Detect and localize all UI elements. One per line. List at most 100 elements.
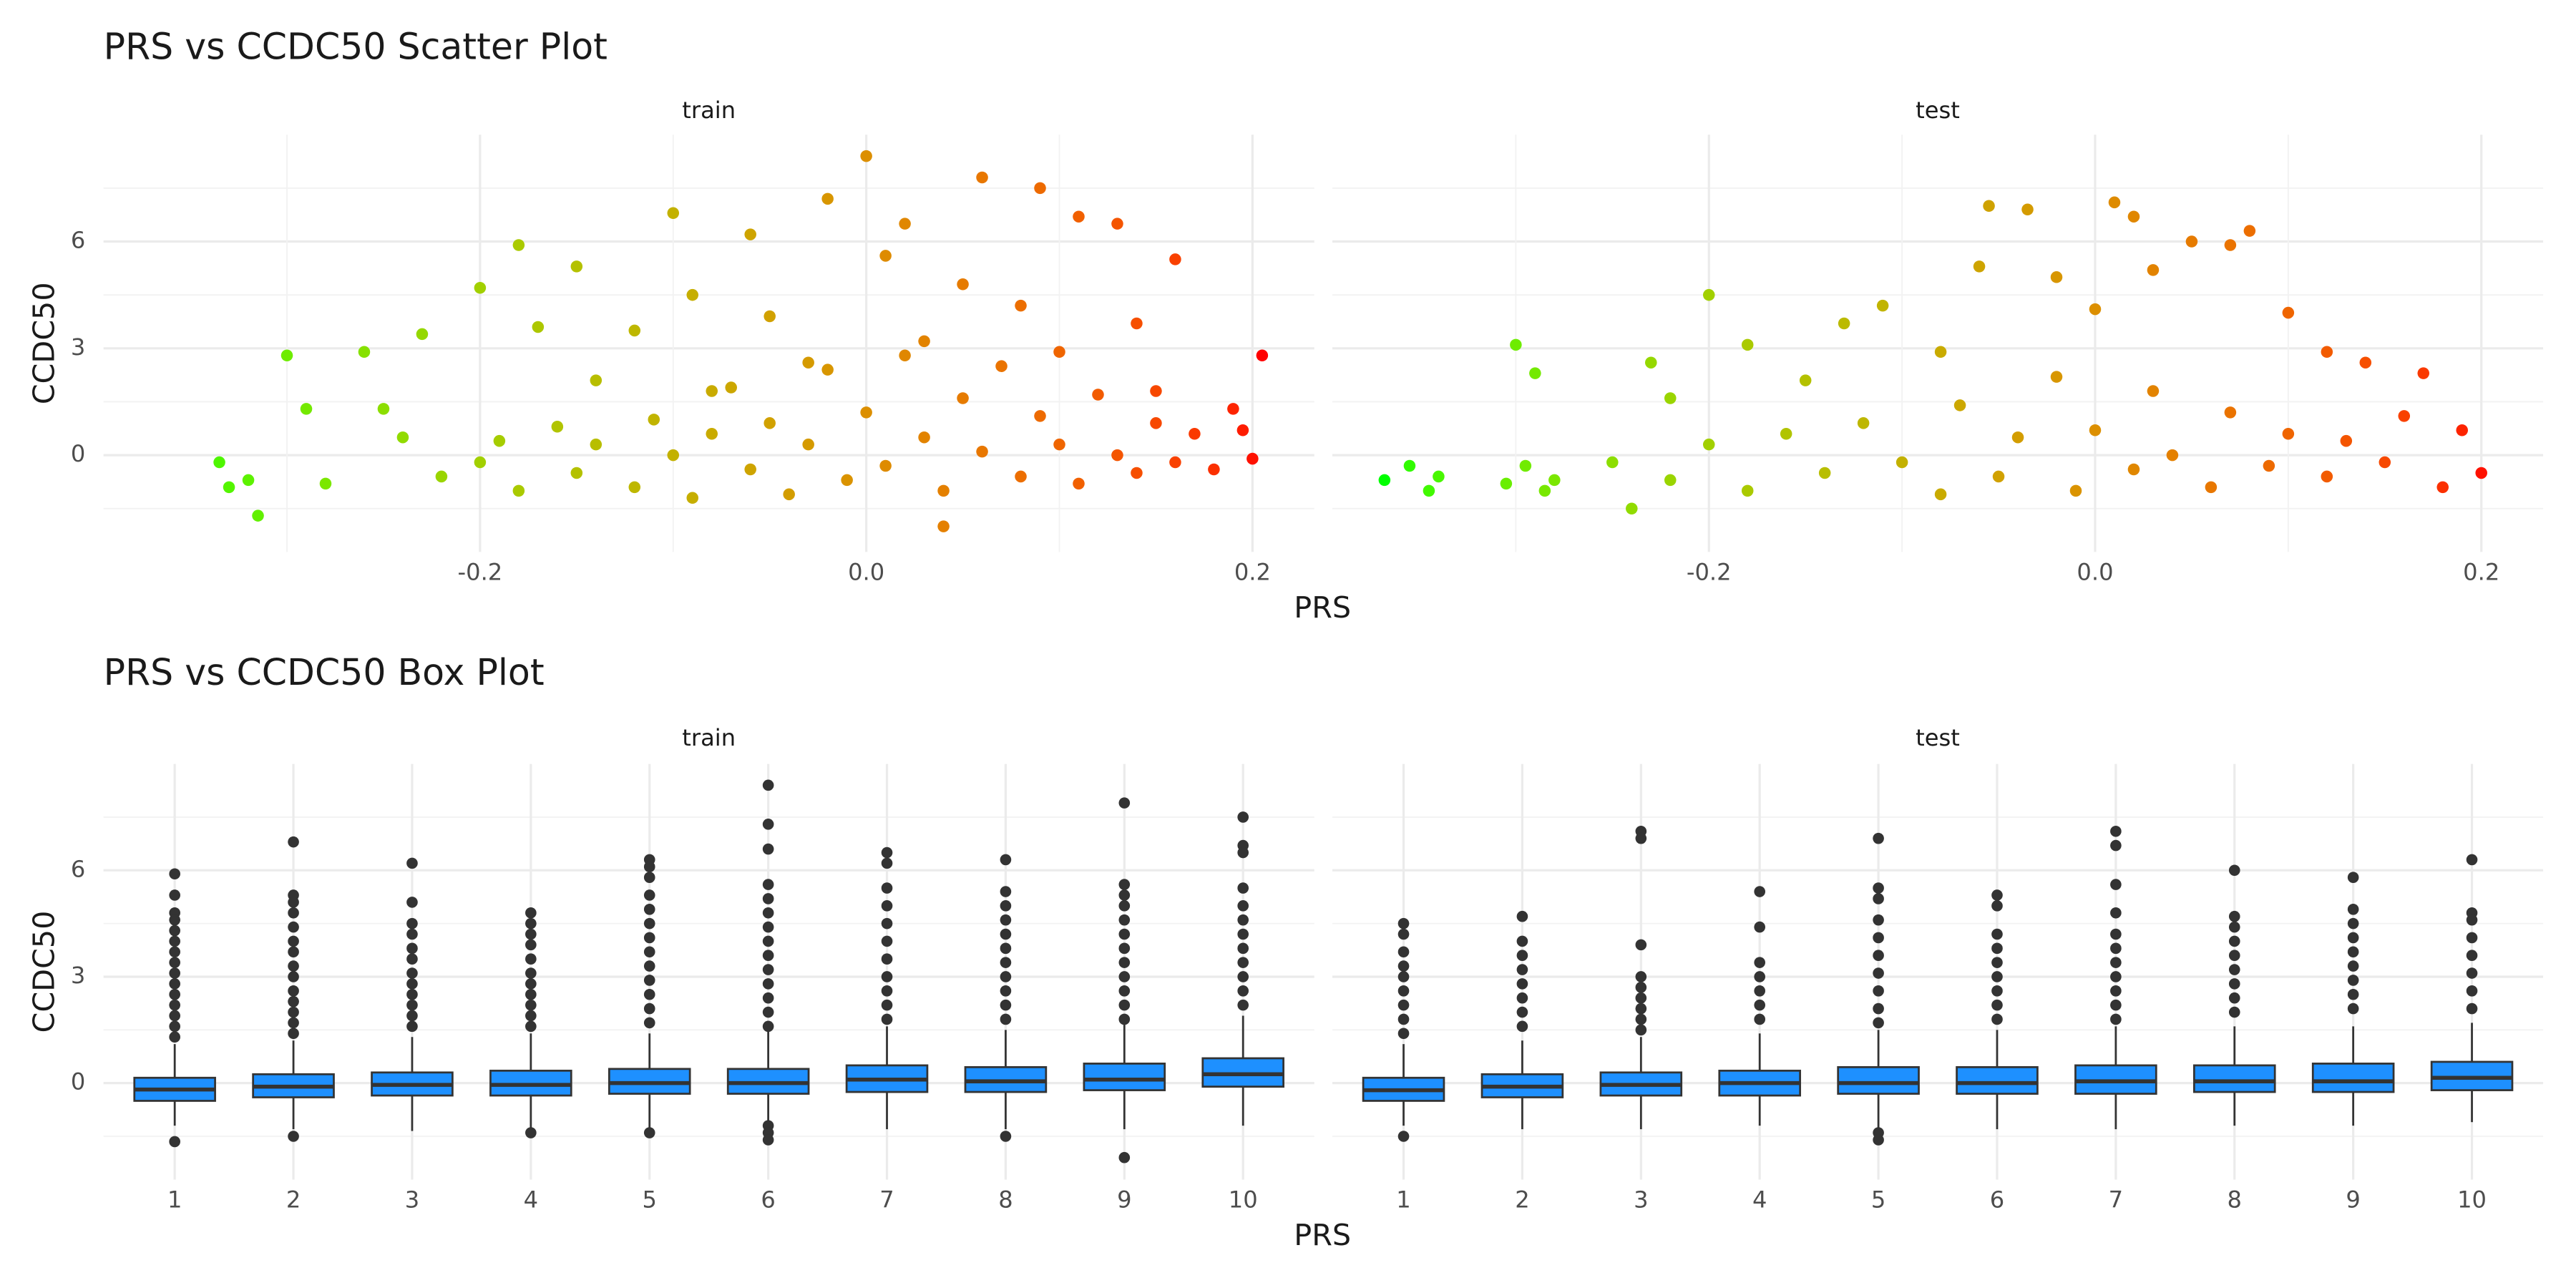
scatter-point [899,218,911,230]
outlier [1237,957,1249,968]
outlier [1635,1024,1647,1036]
outlier [1118,797,1131,809]
outlier [643,861,655,873]
scatter-point [590,438,602,451]
strip-label: test [1916,97,1960,124]
outlier [1118,942,1131,955]
scatter-point [744,228,756,240]
scatter-point [2359,356,2372,369]
scatter-point [1818,467,1831,479]
scatter-point [319,477,332,490]
scatter-point [1519,459,1532,472]
scatter-point [918,431,930,444]
scatter-point [2398,410,2411,422]
scatter-point [1606,456,1619,469]
outlier [643,872,655,884]
x-tick-label: 4 [524,1186,538,1213]
scatter-point [1953,399,1966,411]
outlier [762,893,774,904]
scatter-point [1664,474,1677,487]
outlier [643,904,655,915]
outlier [2110,1013,2122,1025]
outlier [169,914,180,926]
scatter-point [590,374,602,386]
outlier [1516,910,1528,922]
scatter-point [493,434,506,447]
outlier [1237,914,1249,926]
scatter-point [2147,385,2160,397]
outlier [2110,957,2122,968]
x-axis-title: PRS [1294,590,1351,625]
outlier [406,953,418,965]
outlier [1397,985,1410,997]
scatter-point [628,324,641,337]
outlier [1991,942,2003,955]
scatter-point [995,360,1008,372]
outlier [1873,950,1884,962]
outlier [1991,999,2003,1011]
scatter-point [2050,371,2063,383]
outlier [2466,854,2478,866]
outlier [1118,1151,1131,1163]
outlier [406,1020,418,1033]
outlier [1118,889,1131,901]
scatter-point [1973,260,1986,273]
scatter-point [1538,484,1551,497]
outlier [2466,932,2478,944]
scatter-point [957,392,969,404]
outlier [2110,999,2122,1011]
scatter-point [821,192,834,205]
scatter-point [1227,403,1239,415]
scatter-point [377,403,390,415]
outlier [1754,1013,1766,1025]
panel: train 0 3 6 1 2 3 4 5 6 7 8 9 10 [71,724,1314,1213]
scatter-point [1092,389,1104,401]
box [1956,1065,2039,1095]
outlier [643,932,655,944]
strip-label: train [682,724,736,751]
outlier [881,882,893,894]
outlier [881,953,893,965]
outlier [643,946,655,958]
scatter-point [879,459,892,472]
outlier [762,819,774,830]
scatter-point [744,463,756,476]
outlier [1873,1002,1884,1015]
outlier [1754,999,1766,1011]
panel: test 1 2 3 4 5 6 7 8 9 10 [1332,724,2544,1213]
outlier [1237,882,1249,894]
y-tick-label: 0 [71,440,85,467]
outlier [2347,975,2359,986]
outlier [1635,992,1647,1004]
x-tick-label: 0.0 [848,558,884,585]
scatter-point [725,381,737,394]
outlier [169,1020,180,1033]
outlier [2466,950,2478,962]
scatter-point [1015,470,1027,483]
outlier [406,999,418,1011]
scatter-point [2069,484,2082,497]
outlier [1635,1002,1647,1015]
outlier [525,953,537,965]
scatter-point [1741,338,1754,351]
outlier [1635,832,1647,844]
outlier [288,897,299,908]
outlier [1118,971,1131,982]
outlier [169,988,180,1000]
scatter-point [1169,456,1181,469]
outlier [762,950,774,962]
outlier [169,935,180,947]
outlier [1873,914,1884,926]
scatter-point [937,484,950,497]
outlier [643,1017,655,1029]
scatter-point [899,349,911,362]
outlier [1397,928,1410,940]
outlier [762,779,774,791]
x-tick-label: -0.2 [458,558,503,585]
scatter-point [937,520,950,532]
outlier [1397,960,1410,972]
scatter-point [1256,349,1269,362]
chart-title: PRS vs CCDC50 Box Plot [104,651,545,693]
outlier [762,978,774,990]
outlier [881,857,893,869]
